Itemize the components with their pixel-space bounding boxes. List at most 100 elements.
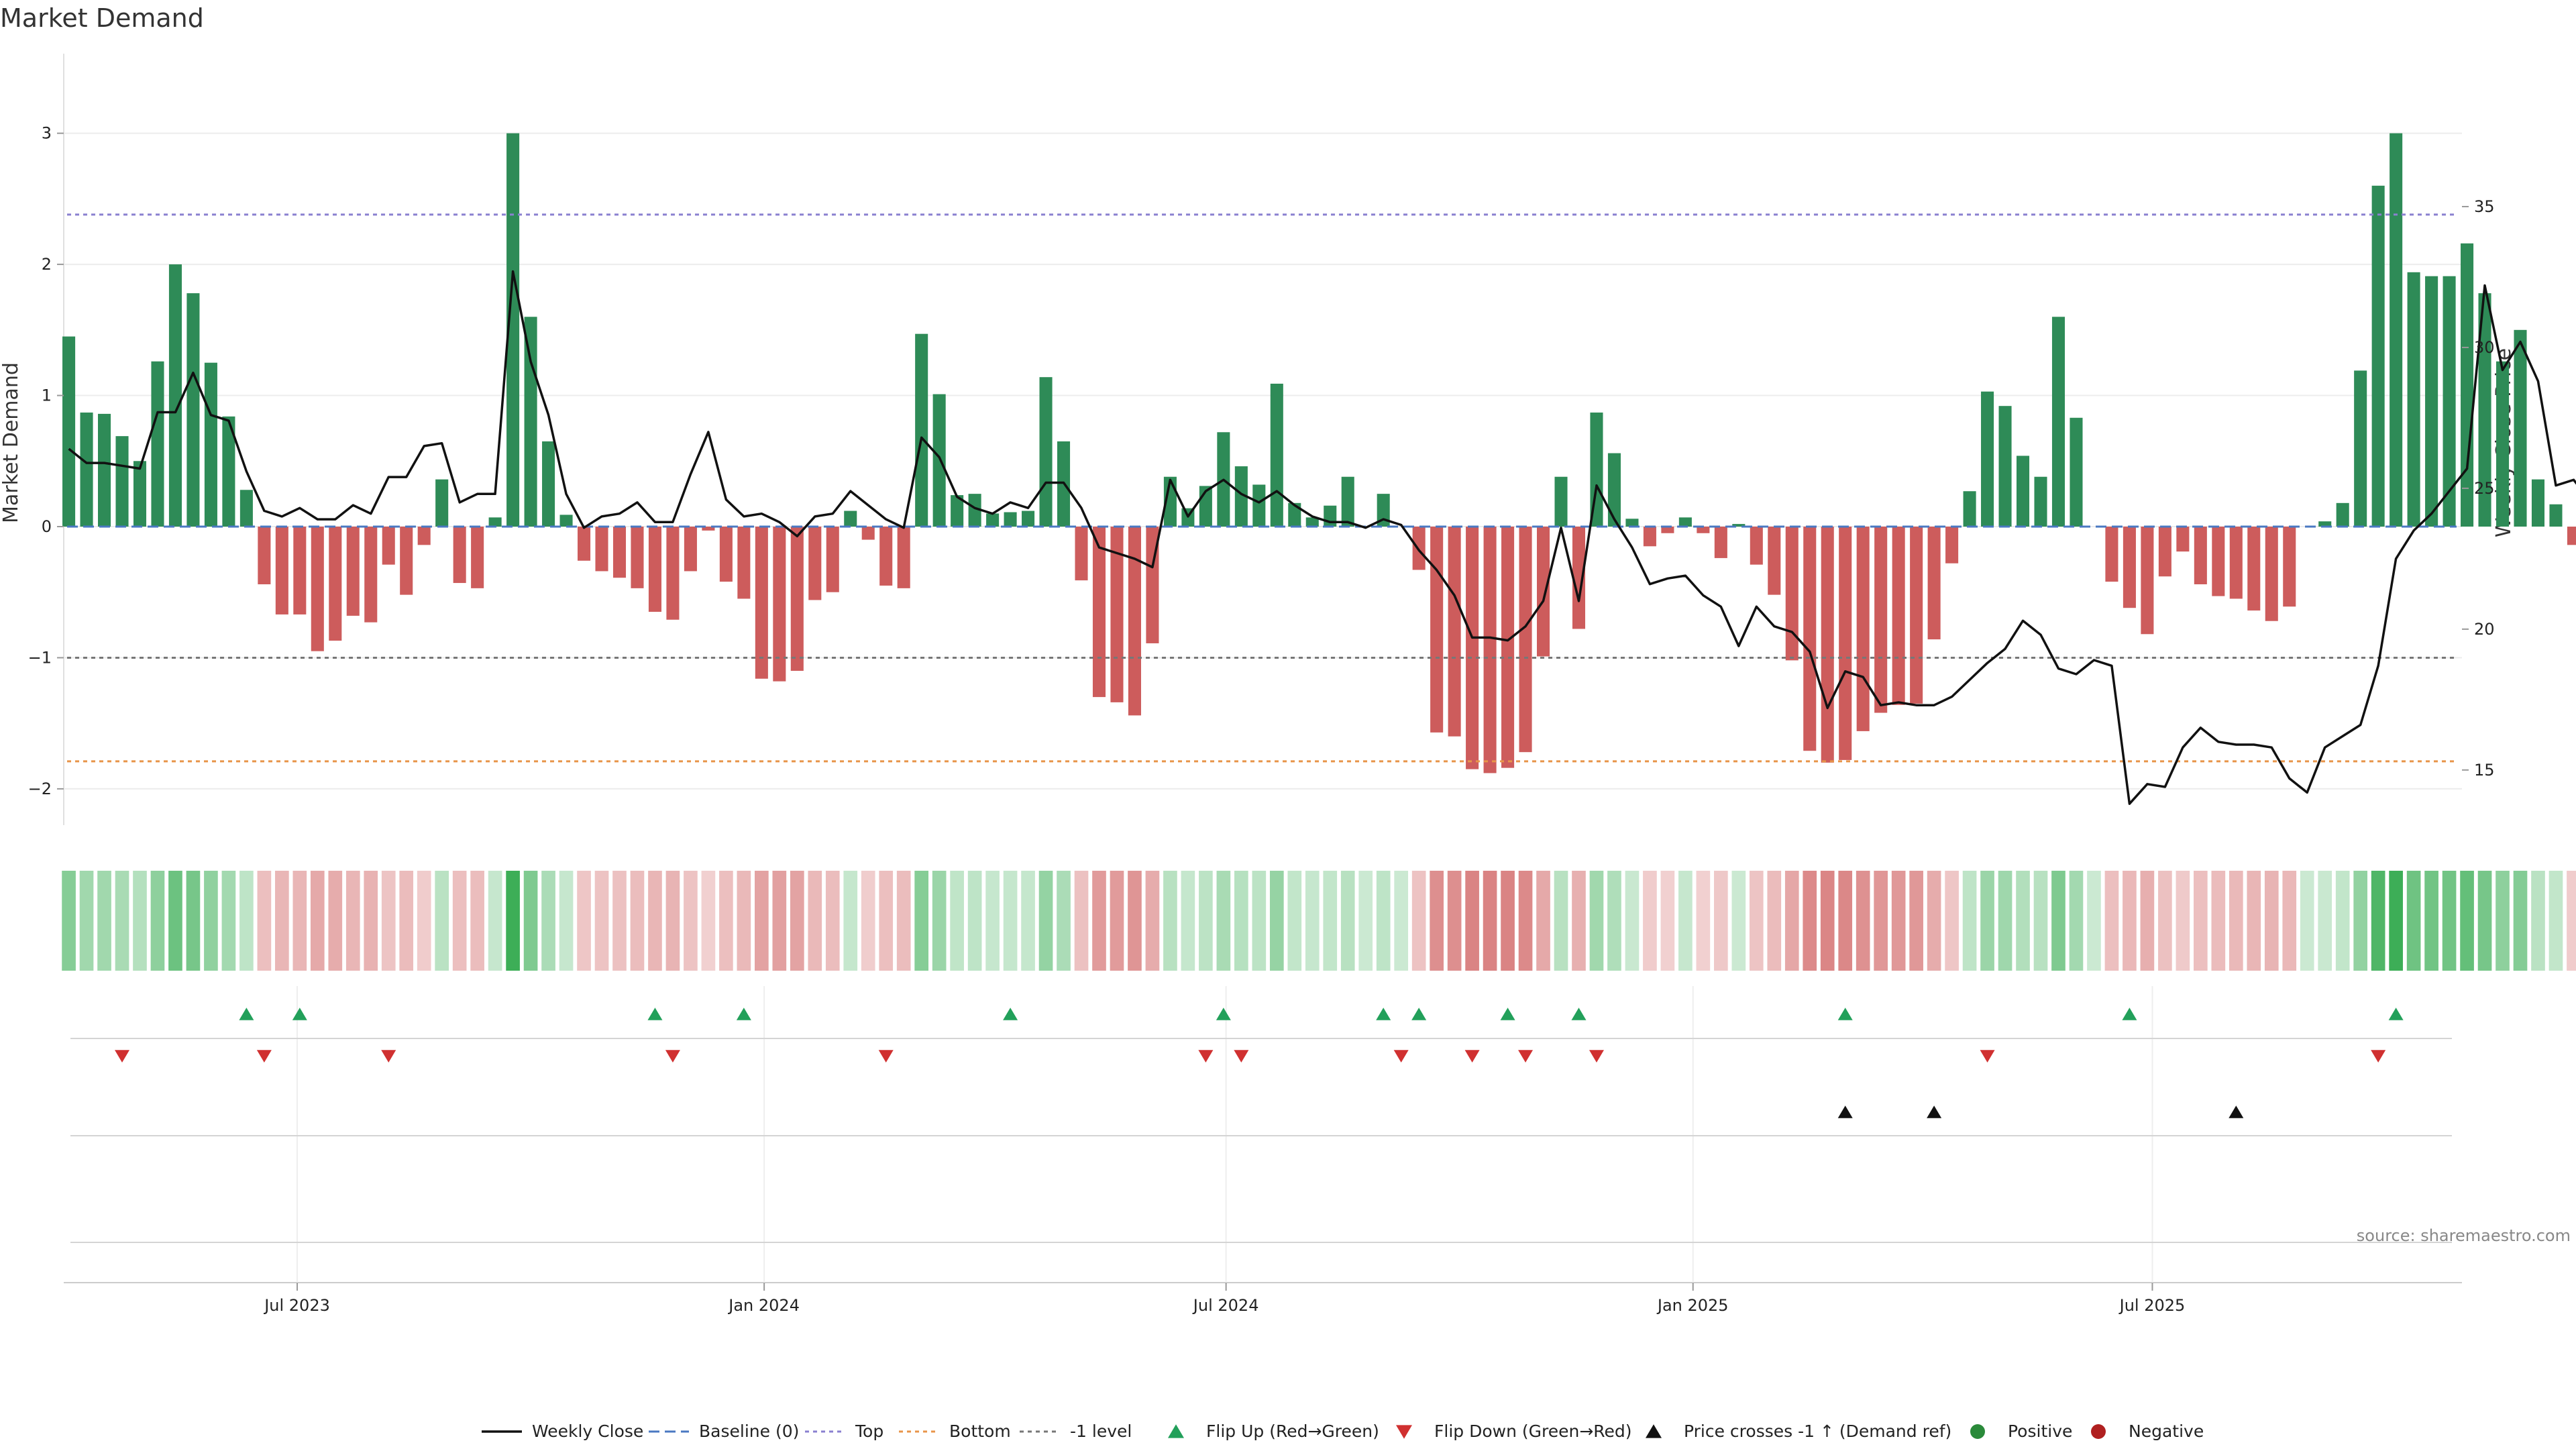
strip-cell bbox=[950, 871, 964, 971]
strip-cell bbox=[2531, 871, 2545, 971]
strip-cell bbox=[1731, 871, 1746, 971]
demand-bar-negative bbox=[595, 527, 608, 572]
demand-bar-negative bbox=[2141, 527, 2154, 635]
flip-down-marker bbox=[665, 1050, 680, 1063]
strip-cell bbox=[1607, 871, 1621, 971]
strip-cell bbox=[559, 871, 574, 971]
legend-item: Bottom bbox=[899, 1421, 1011, 1441]
strip-cell bbox=[2300, 871, 2314, 971]
strip-cell bbox=[1572, 871, 1586, 971]
strip-cell bbox=[452, 871, 467, 971]
strip-cell bbox=[825, 871, 840, 971]
y2-tick-label: 20 bbox=[2474, 620, 2495, 639]
demand-bar-negative bbox=[2229, 527, 2243, 599]
demand-bar-negative bbox=[2567, 527, 2576, 545]
strip-cell bbox=[204, 871, 218, 971]
strip-cell bbox=[2371, 871, 2385, 971]
strip-cell bbox=[275, 871, 289, 971]
demand-bar-negative bbox=[1714, 527, 1727, 558]
demand-bar-negative bbox=[258, 527, 271, 584]
strip-cell bbox=[115, 871, 129, 971]
demand-bar-positive bbox=[1252, 484, 1266, 527]
demand-bar-positive bbox=[1625, 519, 1639, 527]
demand-bar-negative bbox=[311, 527, 324, 651]
demand-bar-negative bbox=[346, 527, 360, 616]
strip-cell bbox=[1411, 871, 1426, 971]
demand-bar-positive bbox=[2016, 455, 2030, 527]
strip-cell bbox=[2194, 871, 2208, 971]
demand-bar-positive bbox=[204, 362, 217, 527]
strip-cell bbox=[1234, 871, 1248, 971]
y-tick-label: 3 bbox=[42, 124, 52, 143]
strip-cell bbox=[1838, 871, 1853, 971]
strip-cell bbox=[2123, 871, 2137, 971]
strip-cell bbox=[488, 871, 502, 971]
demand-bar-negative bbox=[2247, 527, 2261, 611]
price-cross-marker bbox=[1837, 1106, 1853, 1118]
demand-bar-negative bbox=[826, 527, 839, 592]
demand-bar-negative bbox=[2176, 527, 2190, 552]
strip-cell bbox=[1927, 871, 1941, 971]
legend-item: Weekly Close bbox=[482, 1421, 643, 1441]
strip-cell bbox=[772, 871, 787, 971]
flip-up-marker bbox=[1216, 1008, 1231, 1020]
strip-cell bbox=[310, 871, 325, 971]
demand-bar-positive bbox=[915, 333, 928, 527]
demand-bar-negative bbox=[808, 527, 822, 600]
strip-cell bbox=[2460, 871, 2474, 971]
strip-cell bbox=[2087, 871, 2101, 971]
flip-up-marker bbox=[292, 1008, 307, 1020]
flip-down-marker bbox=[1198, 1050, 1214, 1063]
strip-cell bbox=[2282, 871, 2297, 971]
strip-cell bbox=[1145, 871, 1160, 971]
demand-bar-positive bbox=[222, 416, 235, 527]
demand-bar-negative bbox=[1750, 527, 1763, 565]
demand-bar-positive bbox=[2478, 293, 2491, 527]
flip-down-marker bbox=[2371, 1050, 2386, 1063]
demand-bar-negative bbox=[2105, 527, 2118, 582]
demand-bar-positive bbox=[488, 517, 502, 527]
demand-bar-positive bbox=[2549, 504, 2563, 527]
strip-cell bbox=[2104, 871, 2119, 971]
strip-cell bbox=[435, 871, 449, 971]
strip-cell bbox=[1163, 871, 1177, 971]
strip-cell bbox=[1909, 871, 1923, 971]
demand-bar-negative bbox=[2123, 527, 2136, 608]
demand-bar-negative bbox=[2265, 527, 2278, 621]
strip-cell bbox=[2567, 871, 2576, 971]
y2-ticks: 15 20 25 30 35 bbox=[2462, 197, 2495, 780]
demand-bar-negative bbox=[453, 527, 466, 584]
legend: Weekly Close Baseline (0) Top Bottom -1 leve… bbox=[482, 1421, 2204, 1441]
strip-cell bbox=[861, 871, 875, 971]
demand-bar-positive bbox=[1341, 476, 1354, 527]
legend-label: Price crosses -1 ↑ (Demand ref) bbox=[1684, 1421, 1951, 1441]
demand-bar-negative bbox=[1092, 527, 1106, 698]
demand-bar-positive bbox=[1998, 406, 2012, 527]
x-tick-label: Jul 2025 bbox=[2118, 1296, 2186, 1315]
strip-cell bbox=[150, 871, 165, 971]
strip-cell bbox=[1287, 871, 1302, 971]
strip-cell bbox=[381, 871, 396, 971]
demand-bar-positive bbox=[1234, 466, 1248, 527]
strip-cell bbox=[1358, 871, 1373, 971]
demand-bar-positive bbox=[2443, 276, 2456, 527]
demand-bar-negative bbox=[790, 527, 804, 671]
demand-bar-negative bbox=[719, 527, 733, 582]
strip-cell bbox=[790, 871, 804, 971]
demand-bar-positive bbox=[2051, 317, 2065, 527]
demand-bar-negative bbox=[631, 527, 644, 588]
demand-bar-negative bbox=[1430, 527, 1444, 733]
demand-bar-negative bbox=[1821, 527, 1834, 763]
demand-bar-positive bbox=[97, 413, 111, 527]
legend-item: Flip Up (Red→Green) bbox=[1168, 1421, 1379, 1441]
strip-cell bbox=[648, 871, 662, 971]
strip-cell bbox=[1305, 871, 1320, 971]
strip-cell bbox=[2051, 871, 2065, 971]
strip-cell bbox=[630, 871, 645, 971]
demand-bar-positive bbox=[1590, 412, 1603, 527]
strip-cell bbox=[1092, 871, 1106, 971]
strip-cell bbox=[2016, 871, 2030, 971]
strip-cell bbox=[1038, 871, 1053, 971]
demand-bar-positive bbox=[1981, 391, 1994, 527]
flip-down-marker bbox=[115, 1050, 130, 1063]
